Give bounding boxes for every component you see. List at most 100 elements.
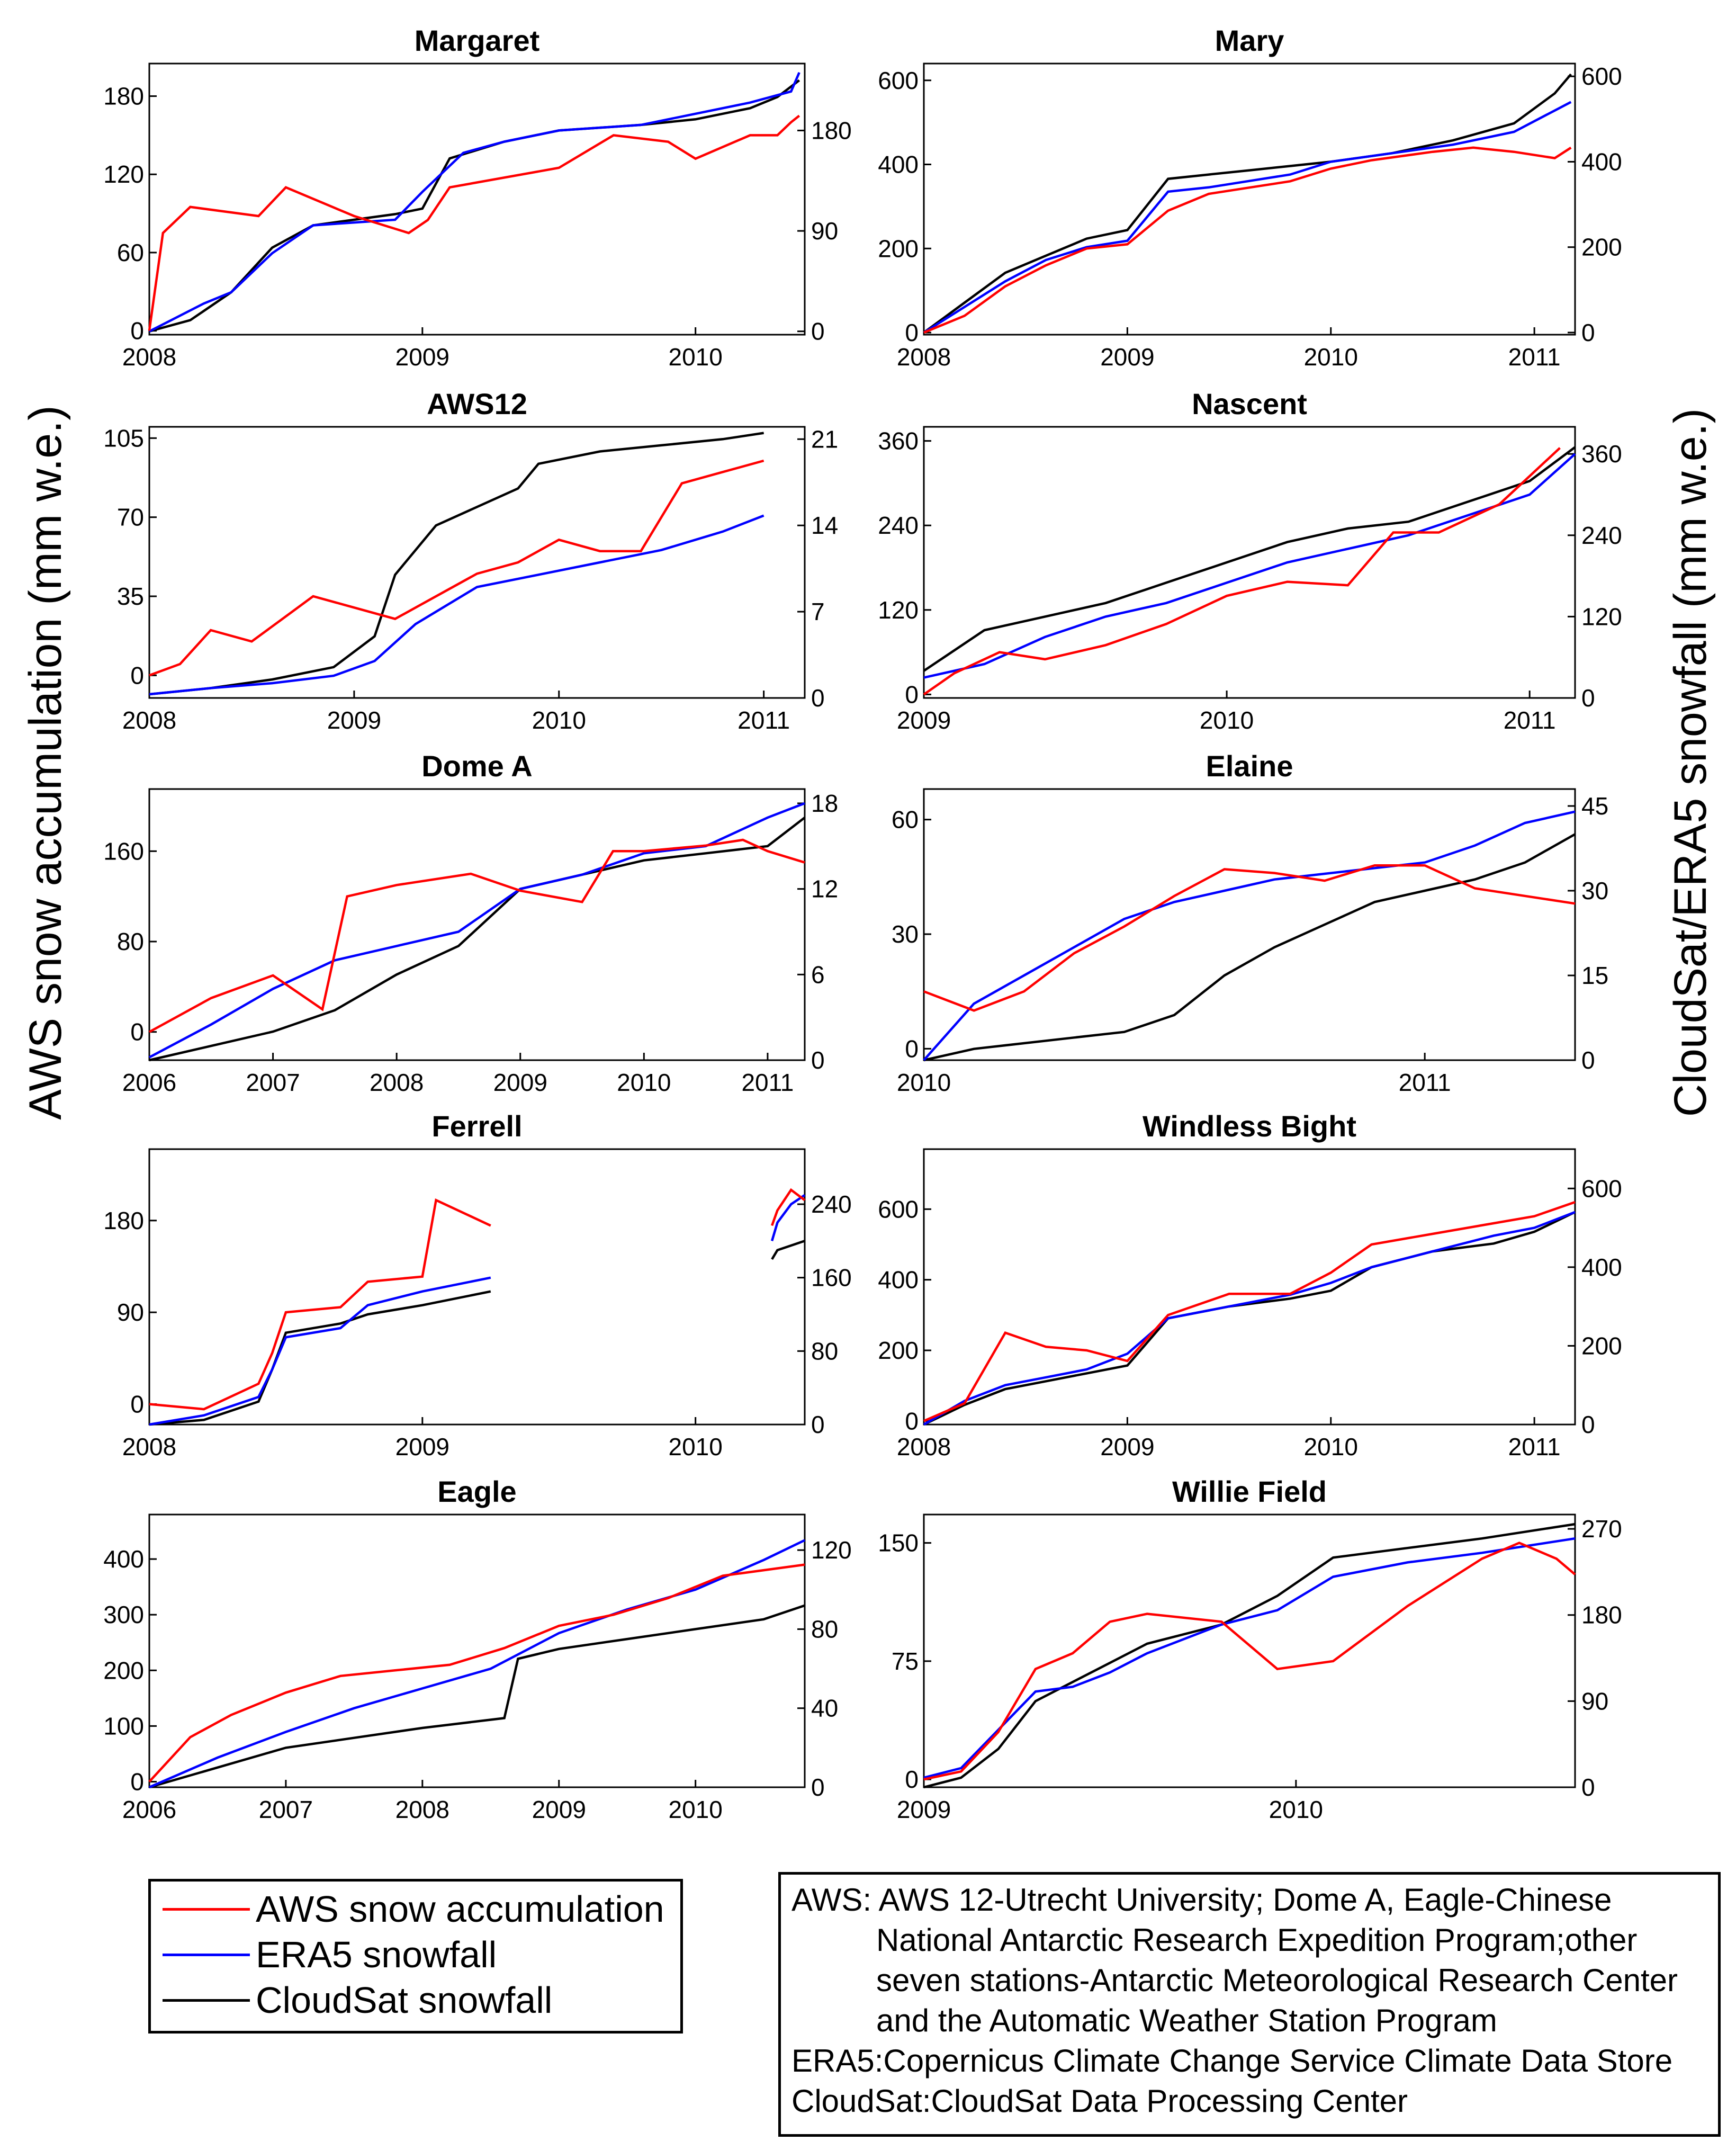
y-left-tick-label: 0 bbox=[905, 1766, 919, 1793]
y-right-tick-label: 160 bbox=[811, 1264, 852, 1292]
y-right-tick-label: 12 bbox=[811, 875, 838, 903]
y-left-tick-label: 0 bbox=[905, 680, 919, 708]
right-axis-title: CloudSat/ERA5 snowfall (mm w.e.) bbox=[1665, 408, 1716, 1117]
plot-frame bbox=[923, 1148, 1576, 1426]
y-right-tick-label: 0 bbox=[1581, 1411, 1595, 1438]
y-left-tick-label: 75 bbox=[892, 1647, 919, 1675]
series-aws-snow-accumulation bbox=[923, 1201, 1576, 1422]
panel-mary: Mary 2008 2009 2010 2011 0 200 400 600 0 200 400 600 bbox=[878, 24, 1622, 371]
plot-frame bbox=[923, 1513, 1576, 1788]
y-left-tick-label: 70 bbox=[117, 504, 144, 531]
series-cloudsat-snowfall bbox=[149, 1604, 805, 1789]
source-line-2: National Antarctic Research Expedition P… bbox=[876, 1922, 1638, 1958]
y-right-tick-label: 240 bbox=[811, 1190, 852, 1218]
y-right-tick-label: 120 bbox=[811, 1536, 852, 1564]
series-era5-snowfall bbox=[923, 453, 1576, 679]
panel-willie-field: Willie Field 2009 2010 0 75 150 0 90 180 270 bbox=[878, 1475, 1622, 1823]
legend-item-era5: ERA5 snowfall bbox=[151, 1932, 680, 1978]
series-aws-snow-accumulation bbox=[149, 1198, 491, 1411]
panel-eagle: Eagle 2006 2007 2008 2009 2010 0 100 200 300 400 0 4… bbox=[103, 1475, 852, 1823]
x-tick-label: 2006 bbox=[122, 1796, 176, 1823]
legend-swatch-aws bbox=[163, 1908, 250, 1911]
y-left-tick-label: 90 bbox=[117, 1298, 144, 1326]
y-left-tick-label: 150 bbox=[878, 1529, 919, 1557]
series-cloudsat-snowfall bbox=[923, 73, 1572, 334]
y-left-tick-label: 120 bbox=[878, 596, 919, 624]
x-tick-label: 2008 bbox=[395, 1796, 449, 1823]
source-line-4: and the Automatic Weather Station Progra… bbox=[876, 2003, 1497, 2038]
y-left-tick-label: 160 bbox=[103, 837, 144, 865]
panel-title: Margaret bbox=[415, 24, 540, 57]
plot-frame bbox=[148, 788, 806, 1061]
series-aws-snow-accumulation bbox=[148, 114, 800, 331]
series-cloudsat-snowfall bbox=[149, 817, 806, 1062]
series-cloudsat-snowfall bbox=[149, 1290, 491, 1426]
y-right-tick-label: 0 bbox=[811, 684, 825, 712]
series-era5-snowfall bbox=[149, 514, 764, 696]
series-aws-snow-accumulation bbox=[148, 1563, 805, 1783]
series-era5-snowfall bbox=[148, 802, 805, 1059]
y-right-tick-label: 600 bbox=[1581, 1175, 1622, 1202]
y-left-tick-label: 0 bbox=[905, 319, 919, 346]
y-right-tick-label: 0 bbox=[811, 1411, 825, 1438]
legend-swatch-era5 bbox=[163, 1954, 250, 1956]
panel-aws12: AWS12 2008 2009 2010 2011 0 35 70 105 0 7 14 21 bbox=[103, 387, 838, 734]
legend-item-cloudsat: CloudSat snowfall bbox=[151, 1978, 680, 2023]
x-tick-label: 2008 bbox=[122, 1433, 176, 1461]
y-right-tick-label: 200 bbox=[1581, 1332, 1622, 1359]
y-right-tick-label: 30 bbox=[1581, 877, 1608, 904]
y-right-tick-label: 400 bbox=[1581, 148, 1622, 175]
y-left-tick-label: 35 bbox=[117, 583, 144, 610]
y-right-tick-label: 7 bbox=[811, 598, 825, 625]
x-tick-label: 2011 bbox=[741, 1069, 794, 1096]
x-tick-label: 2009 bbox=[1100, 343, 1154, 371]
y-right-tick-label: 120 bbox=[1581, 603, 1622, 630]
x-tick-label: 2010 bbox=[1269, 1796, 1323, 1823]
y-right-tick-label: 0 bbox=[811, 1046, 825, 1074]
panel-title: AWS12 bbox=[427, 387, 527, 420]
x-tick-label: 2011 bbox=[737, 706, 790, 734]
series-cloudsat-snowfall bbox=[149, 432, 764, 696]
legend-swatch-cloudsat bbox=[163, 1999, 250, 2002]
y-right-tick-label: 6 bbox=[811, 961, 825, 988]
x-tick-label: 2011 bbox=[1399, 1069, 1451, 1096]
y-left-tick-label: 60 bbox=[117, 239, 144, 266]
x-tick-label: 2007 bbox=[246, 1069, 300, 1096]
y-left-tick-label: 0 bbox=[130, 317, 144, 345]
x-tick-label: 2011 bbox=[1508, 1433, 1561, 1461]
legend: AWS snow accumulation ERA5 snowfall Clou… bbox=[148, 1879, 683, 2033]
y-left-tick-label: 0 bbox=[905, 1035, 919, 1062]
legend-label-aws: AWS snow accumulation bbox=[256, 1888, 664, 1930]
y-right-tick-label: 360 bbox=[1581, 440, 1622, 468]
x-tick-label: 2009 bbox=[327, 706, 381, 734]
y-right-tick-label: 90 bbox=[1581, 1687, 1608, 1715]
y-right-tick-label: 0 bbox=[811, 318, 825, 345]
series-aws-snow-accumulation bbox=[923, 864, 1576, 1012]
series-aws-snow-accumulation bbox=[148, 838, 805, 1033]
panel-dome-a: Dome A 2006 2007 2008 2009 2010 2011 0 80 160 0 6 12… bbox=[103, 749, 838, 1096]
y-right-tick-label: 240 bbox=[1581, 522, 1622, 549]
y-left-tick-label: 100 bbox=[103, 1712, 144, 1740]
y-left-tick-label: 240 bbox=[878, 512, 919, 539]
panel-elaine: Elaine 2010 2011 0 30 60 0 15 30 45 bbox=[892, 749, 1608, 1096]
panel-ferrell: Ferrell 2008 2009 2010 0 90 180 0 80 160 240 bbox=[103, 1109, 852, 1461]
source-line-3: seven stations-Antarctic Meteorological … bbox=[876, 1963, 1678, 1998]
plot-frame bbox=[148, 1513, 806, 1788]
series-aws-snow-accumulation bbox=[923, 146, 1572, 334]
y-left-tick-label: 600 bbox=[878, 1195, 919, 1223]
plot-frame bbox=[148, 1148, 806, 1426]
series-cloudsat-snowfall bbox=[923, 1211, 1576, 1426]
y-right-tick-label: 40 bbox=[811, 1695, 838, 1722]
y-right-tick-label: 0 bbox=[1581, 319, 1595, 346]
y-left-tick-label: 360 bbox=[878, 427, 919, 455]
source-attribution: AWS: AWS 12-Utrecht University; Dome A, … bbox=[778, 1872, 1721, 2137]
y-right-tick-label: 21 bbox=[811, 425, 838, 453]
y-left-tick-label: 120 bbox=[103, 160, 144, 188]
panel-title: Nascent bbox=[1192, 387, 1307, 420]
source-line-5: ERA5:Copernicus Climate Change Service C… bbox=[791, 2043, 1673, 2079]
y-left-tick-label: 0 bbox=[130, 1390, 144, 1418]
x-tick-label: 2008 bbox=[370, 1069, 424, 1096]
y-right-tick-label: 270 bbox=[1581, 1515, 1622, 1543]
y-right-tick-label: 45 bbox=[1581, 792, 1608, 820]
